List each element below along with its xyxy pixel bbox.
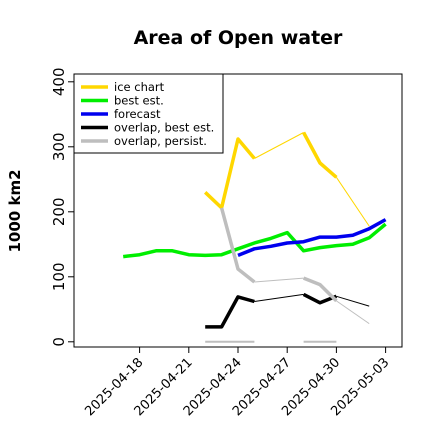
series-line-12 (302, 276, 338, 303)
y-axis-label: 1000 km2 (6, 169, 24, 252)
series-line-11 (254, 277, 304, 283)
series-line-6 (205, 295, 255, 329)
series-layer (122, 131, 387, 343)
series-line-7 (254, 293, 304, 302)
series-line-13 (336, 300, 370, 325)
series-line-0 (203, 137, 256, 210)
legend-label: best est. (114, 94, 164, 108)
series-line-8 (302, 292, 338, 305)
y-tick-label: 400 (50, 67, 68, 96)
series-line-9 (336, 295, 370, 307)
series-line-5 (237, 218, 387, 258)
series-line-2 (302, 131, 338, 179)
legend-label: forecast (114, 107, 161, 121)
series-line-3 (335, 177, 370, 227)
y-tick-label: 200 (50, 197, 68, 226)
legend-label: ice chart (114, 80, 165, 94)
y-axis: 0 100 200 300 400 (50, 67, 74, 347)
legend-label: overlap, best est. (114, 121, 214, 135)
series-line-1 (254, 132, 304, 159)
chart-title: Area of Open water (134, 27, 343, 49)
series-line-4 (122, 222, 387, 259)
y-tick-label: 0 (50, 337, 68, 347)
y-tick-label: 100 (50, 262, 68, 291)
y-tick-label: 300 (50, 132, 68, 161)
legend-label: overlap, persist. (114, 134, 207, 148)
series-line-10 (219, 207, 256, 284)
x-axis: 2025-04-182025-04-212025-04-242025-04-27… (82, 347, 392, 419)
